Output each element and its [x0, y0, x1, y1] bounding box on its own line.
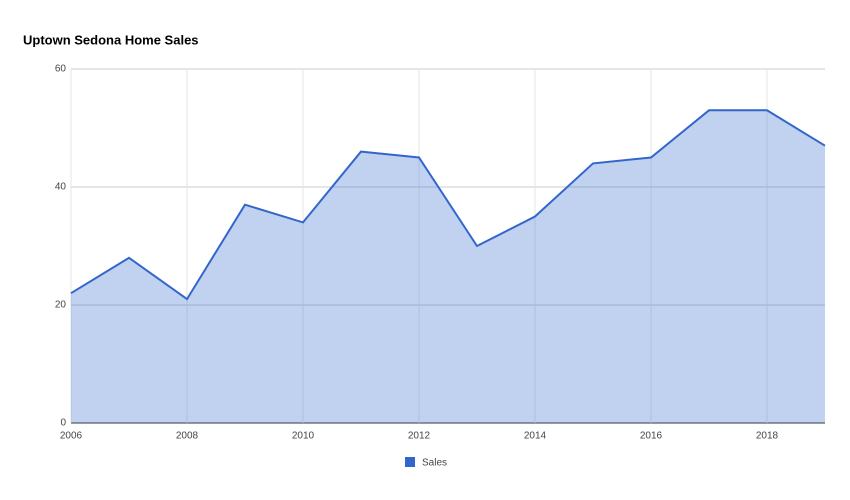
legend-swatch [405, 457, 415, 467]
legend-label: Sales [422, 458, 447, 469]
x-tick-label: 2018 [756, 431, 779, 442]
x-tick-label: 2016 [640, 431, 663, 442]
x-tick-label: 2006 [60, 431, 83, 442]
x-tick-label: 2008 [176, 431, 199, 442]
y-tick-label: 0 [60, 418, 66, 429]
y-tick-label: 60 [55, 64, 67, 75]
chart-title: Uptown Sedona Home Sales [23, 32, 199, 47]
x-tick-label: 2014 [524, 431, 547, 442]
y-tick-label: 20 [55, 300, 67, 311]
area-line [70, 109, 826, 301]
area-fill [71, 110, 825, 424]
x-tick-label: 2012 [408, 431, 431, 442]
y-tick-label: 40 [55, 182, 67, 193]
x-tick-label: 2010 [292, 431, 315, 442]
